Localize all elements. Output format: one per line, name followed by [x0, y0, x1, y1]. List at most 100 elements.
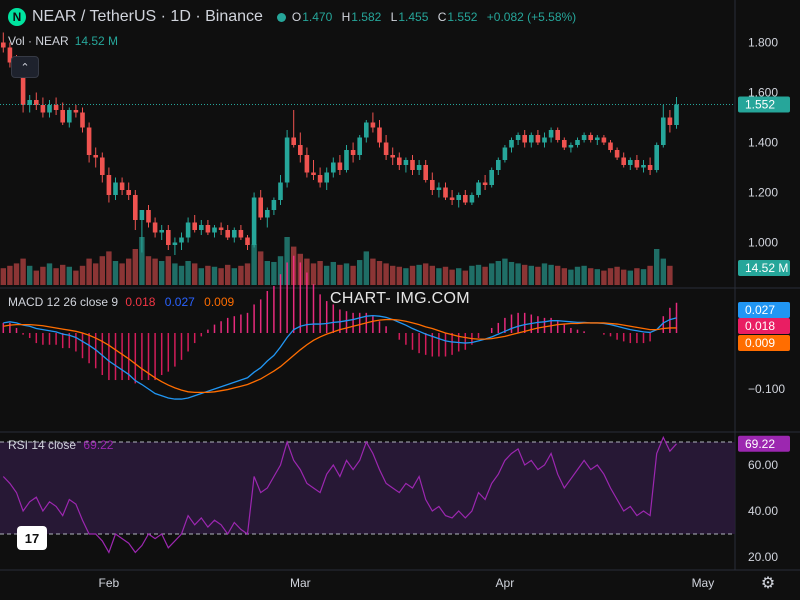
volume-bar: [271, 261, 277, 285]
candle-body: [661, 117, 666, 145]
candle-body: [489, 170, 494, 185]
candle-body: [93, 155, 98, 158]
candle-body: [298, 145, 303, 155]
candle-body: [364, 122, 369, 138]
symbol-title[interactable]: NEAR / TetherUS · 1D · Binance: [32, 8, 263, 25]
candle-body: [667, 117, 673, 125]
volume-bar: [106, 251, 112, 285]
candle-body: [311, 172, 316, 175]
volume-bar: [152, 258, 158, 285]
low-label: L: [390, 10, 398, 24]
price-tick-label: 1.600: [748, 86, 778, 100]
volume-bar: [40, 266, 46, 285]
candle-body: [350, 150, 356, 155]
volume-bar: [654, 249, 660, 285]
volume-bar: [541, 263, 548, 285]
candle-body: [509, 140, 514, 148]
volume-bar: [159, 261, 165, 285]
candle-body: [430, 180, 435, 190]
candle-body: [601, 137, 607, 143]
rsi-line-path: [2, 435, 677, 554]
volume-bar: [198, 268, 204, 285]
volume-bar: [409, 265, 416, 285]
volume-bar: [7, 265, 13, 285]
volume-bar: [482, 266, 488, 285]
volume-bar: [350, 265, 356, 285]
high-value: 1.582: [351, 10, 382, 24]
volume-bar: [218, 268, 224, 285]
rsi-tick-label: 60.00: [748, 458, 778, 472]
volume-bar: [112, 261, 119, 285]
hist-badge: 0.018: [745, 319, 775, 333]
volume-bar: [396, 266, 402, 285]
candle-body: [502, 147, 508, 160]
volume-bar: [79, 265, 86, 285]
last-price-badge: 1.552: [745, 98, 775, 112]
candle-body: [357, 137, 362, 155]
volume-bar: [449, 269, 455, 285]
candle-body: [469, 195, 475, 203]
candle-body: [192, 222, 197, 230]
candle-body: [199, 225, 204, 230]
volume-bar: [423, 263, 429, 285]
close-label: C: [437, 10, 447, 24]
candle-body: [317, 175, 323, 183]
macd-hist-value: 0.018: [125, 295, 156, 309]
tradingview-logo-icon[interactable]: 17: [17, 526, 47, 550]
candle-body: [291, 137, 296, 145]
volume-bar: [508, 261, 515, 285]
rsi-badge-bg: [738, 435, 790, 452]
candle-body: [628, 160, 633, 165]
volume-bar: [317, 261, 323, 285]
candle-body: [410, 160, 415, 170]
candle-body: [212, 227, 217, 233]
volume-bar: [178, 265, 185, 285]
candle-body: [555, 130, 560, 140]
macd-badge: 0.027: [745, 303, 775, 317]
volume-bar: [469, 265, 475, 285]
volume-bar: [601, 270, 607, 285]
candle-body: [535, 135, 541, 143]
volume-bar: [310, 263, 317, 285]
volume-bar: [304, 258, 310, 285]
open-label: O: [291, 10, 302, 24]
volume-bar: [390, 265, 396, 285]
candle-body: [179, 237, 184, 243]
volume-bar: [574, 266, 581, 285]
candle-body: [113, 182, 118, 195]
candle-body: [647, 165, 653, 170]
volume-bar: [640, 269, 647, 285]
volume-bar: [172, 263, 178, 285]
volume-bar: [211, 266, 218, 285]
last-price-badge-bg: [738, 96, 790, 113]
candle-body: [595, 137, 600, 140]
volume-bar: [403, 268, 409, 285]
collapse-legend-button[interactable]: ⌃: [11, 56, 39, 78]
candle-body: [27, 100, 32, 105]
volume-bar: [185, 261, 191, 285]
volume-bar: [343, 263, 350, 285]
volume-bar: [330, 261, 336, 285]
volume-bar: [489, 263, 495, 285]
candle-body: [146, 210, 151, 223]
volume-bar: [324, 265, 330, 285]
macd-signal-value: 0.009: [204, 295, 235, 309]
ohlc-readout: O1.470 H1.582 L1.455 C1.552 +0.082 (+5.5…: [292, 10, 582, 24]
candle-body: [463, 195, 468, 203]
near-logo-icon: N: [8, 8, 26, 26]
volume-bar: [0, 268, 7, 285]
volume-bar: [528, 265, 534, 285]
volume-bar: [126, 258, 132, 285]
high-label: H: [341, 10, 351, 24]
candle-body: [370, 122, 376, 128]
volume-bar: [284, 237, 290, 285]
candle-body: [86, 127, 92, 155]
volume-label: Vol · NEAR: [8, 34, 69, 48]
volume-bar: [515, 263, 521, 285]
chart-header: N NEAR / TetherUS · 1D · Binance O1.470 …: [8, 6, 582, 28]
volume-bar: [73, 270, 79, 285]
gear-icon[interactable]: ⚙: [760, 575, 776, 592]
candle-body: [159, 230, 164, 233]
volume-bar: [594, 269, 600, 285]
